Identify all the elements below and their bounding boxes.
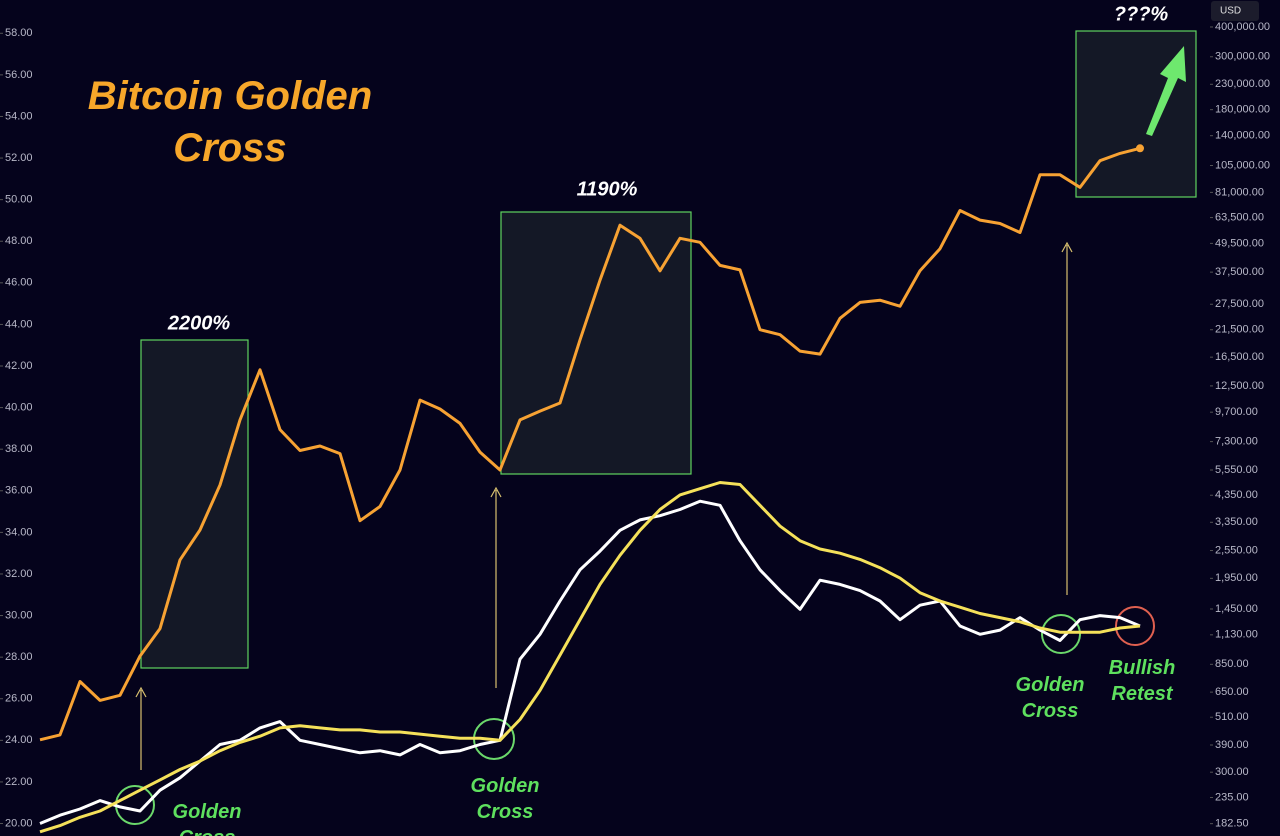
y-tick-label: 56.00 [5, 69, 33, 81]
y2-tick-label: 3,350.00 [1215, 516, 1258, 528]
y2-tick-label: 300,000.00 [1215, 51, 1270, 63]
annotation-line: Cross [1022, 700, 1079, 722]
retest-circle [1115, 606, 1155, 646]
y-tick-label: 24.00 [5, 734, 33, 746]
y-tick-label: 50.00 [5, 194, 33, 206]
y2-tick-label: 16,500.00 [1215, 351, 1264, 363]
y-tick-label: 52.00 [5, 152, 33, 164]
arrow [490, 486, 502, 688]
y2-tick-label: 49,500.00 [1215, 237, 1264, 249]
box [500, 211, 692, 475]
y2-tick-label: 12,500.00 [1215, 380, 1264, 392]
y2-tick-label: 235.00 [1215, 791, 1249, 803]
y2-tick-label: 37,500.00 [1215, 266, 1264, 278]
y2-tick-label: 850.00 [1215, 658, 1249, 670]
y-tick-label: 22.00 [5, 776, 33, 788]
y2-tick-label: 182.50 [1215, 818, 1249, 830]
y2-tick-label: 7,300.00 [1215, 436, 1258, 448]
arrow [1061, 241, 1073, 595]
annotation-line: Cross [477, 801, 534, 823]
arrow [135, 686, 147, 770]
up-arrow [1146, 46, 1186, 136]
y2-unit: USD [1220, 6, 1241, 17]
annotation-line: Golden [471, 775, 540, 797]
series-line [39, 146, 1141, 742]
annotation-line: Cross [179, 827, 236, 836]
annotation: 1190% [577, 178, 638, 200]
cross-circle [1041, 614, 1081, 654]
series-line [39, 481, 1141, 834]
unit-badge [1211, 1, 1259, 21]
y-tick-label: 38.00 [5, 443, 33, 455]
annotation: ???% [1114, 3, 1169, 25]
y-tick-label: 46.00 [5, 277, 33, 289]
annotation: Golden Cross [173, 801, 242, 836]
y2-tick-label: 180,000.00 [1215, 104, 1270, 116]
annotation-line: Bullish [1109, 657, 1176, 679]
y2-tick-label: 400,000.00 [1215, 21, 1270, 33]
y2-tick-label: 21,500.00 [1215, 324, 1264, 336]
annotation-line: Retest [1111, 683, 1173, 705]
annotation-line: Golden [173, 801, 242, 823]
y-tick-label: 44.00 [5, 318, 33, 330]
y-tick-label: 42.00 [5, 360, 33, 372]
y2-tick-label: 650.00 [1215, 686, 1249, 698]
y-tick-label: 58.00 [5, 27, 33, 39]
annotation: Golden Cross [471, 775, 540, 823]
series-line [39, 499, 1141, 825]
y-tick-label: 36.00 [5, 485, 33, 497]
y2-tick-label: 105,000.00 [1215, 159, 1270, 171]
y2-tick-label: 63,500.00 [1215, 211, 1264, 223]
y2-tick-label: 81,000.00 [1215, 186, 1264, 198]
y2-tick-label: 510.00 [1215, 711, 1249, 723]
y2-tick-label: 1,130.00 [1215, 629, 1258, 641]
y2-tick-label: 2,550.00 [1215, 544, 1258, 556]
annotation: Golden Cross [1016, 674, 1085, 722]
annotation-line: Golden [1016, 674, 1085, 696]
chart-title: Bitcoin Golden Cross [87, 74, 373, 170]
box [140, 339, 249, 669]
y-tick-label: 28.00 [5, 651, 33, 663]
y2-tick-label: 4,350.00 [1215, 489, 1258, 501]
y2-tick-label: 390.00 [1215, 739, 1249, 751]
y-tick-label: 34.00 [5, 526, 33, 538]
y2-tick-label: 1,450.00 [1215, 603, 1258, 615]
y-tick-label: 26.00 [5, 693, 33, 705]
y2-tick-label: 5,550.00 [1215, 464, 1258, 476]
y2-tick-label: 1,950.00 [1215, 572, 1258, 584]
y-tick-label: 20.00 [5, 817, 33, 829]
y-tick-label: 32.00 [5, 568, 33, 580]
title-box: Bitcoin Golden Cross [87, 74, 373, 170]
y-tick-label: 48.00 [5, 235, 33, 247]
y2-tick-label: 230,000.00 [1215, 78, 1270, 90]
annotation: Bullish Retest [1109, 657, 1176, 705]
y2-tick-label: 27,500.00 [1215, 298, 1264, 310]
last-point [1136, 144, 1144, 153]
y2-tick-label: 300.00 [1215, 766, 1249, 778]
y-tick-label: 40.00 [5, 402, 33, 414]
y-tick-label: 54.00 [5, 110, 33, 122]
y2-tick-label: 140,000.00 [1215, 130, 1270, 142]
annotation: 2200% [167, 312, 230, 334]
y2-tick-label: 9,700.00 [1215, 406, 1258, 418]
y-tick-label: 30.00 [5, 609, 33, 621]
arrows [135, 241, 1073, 770]
